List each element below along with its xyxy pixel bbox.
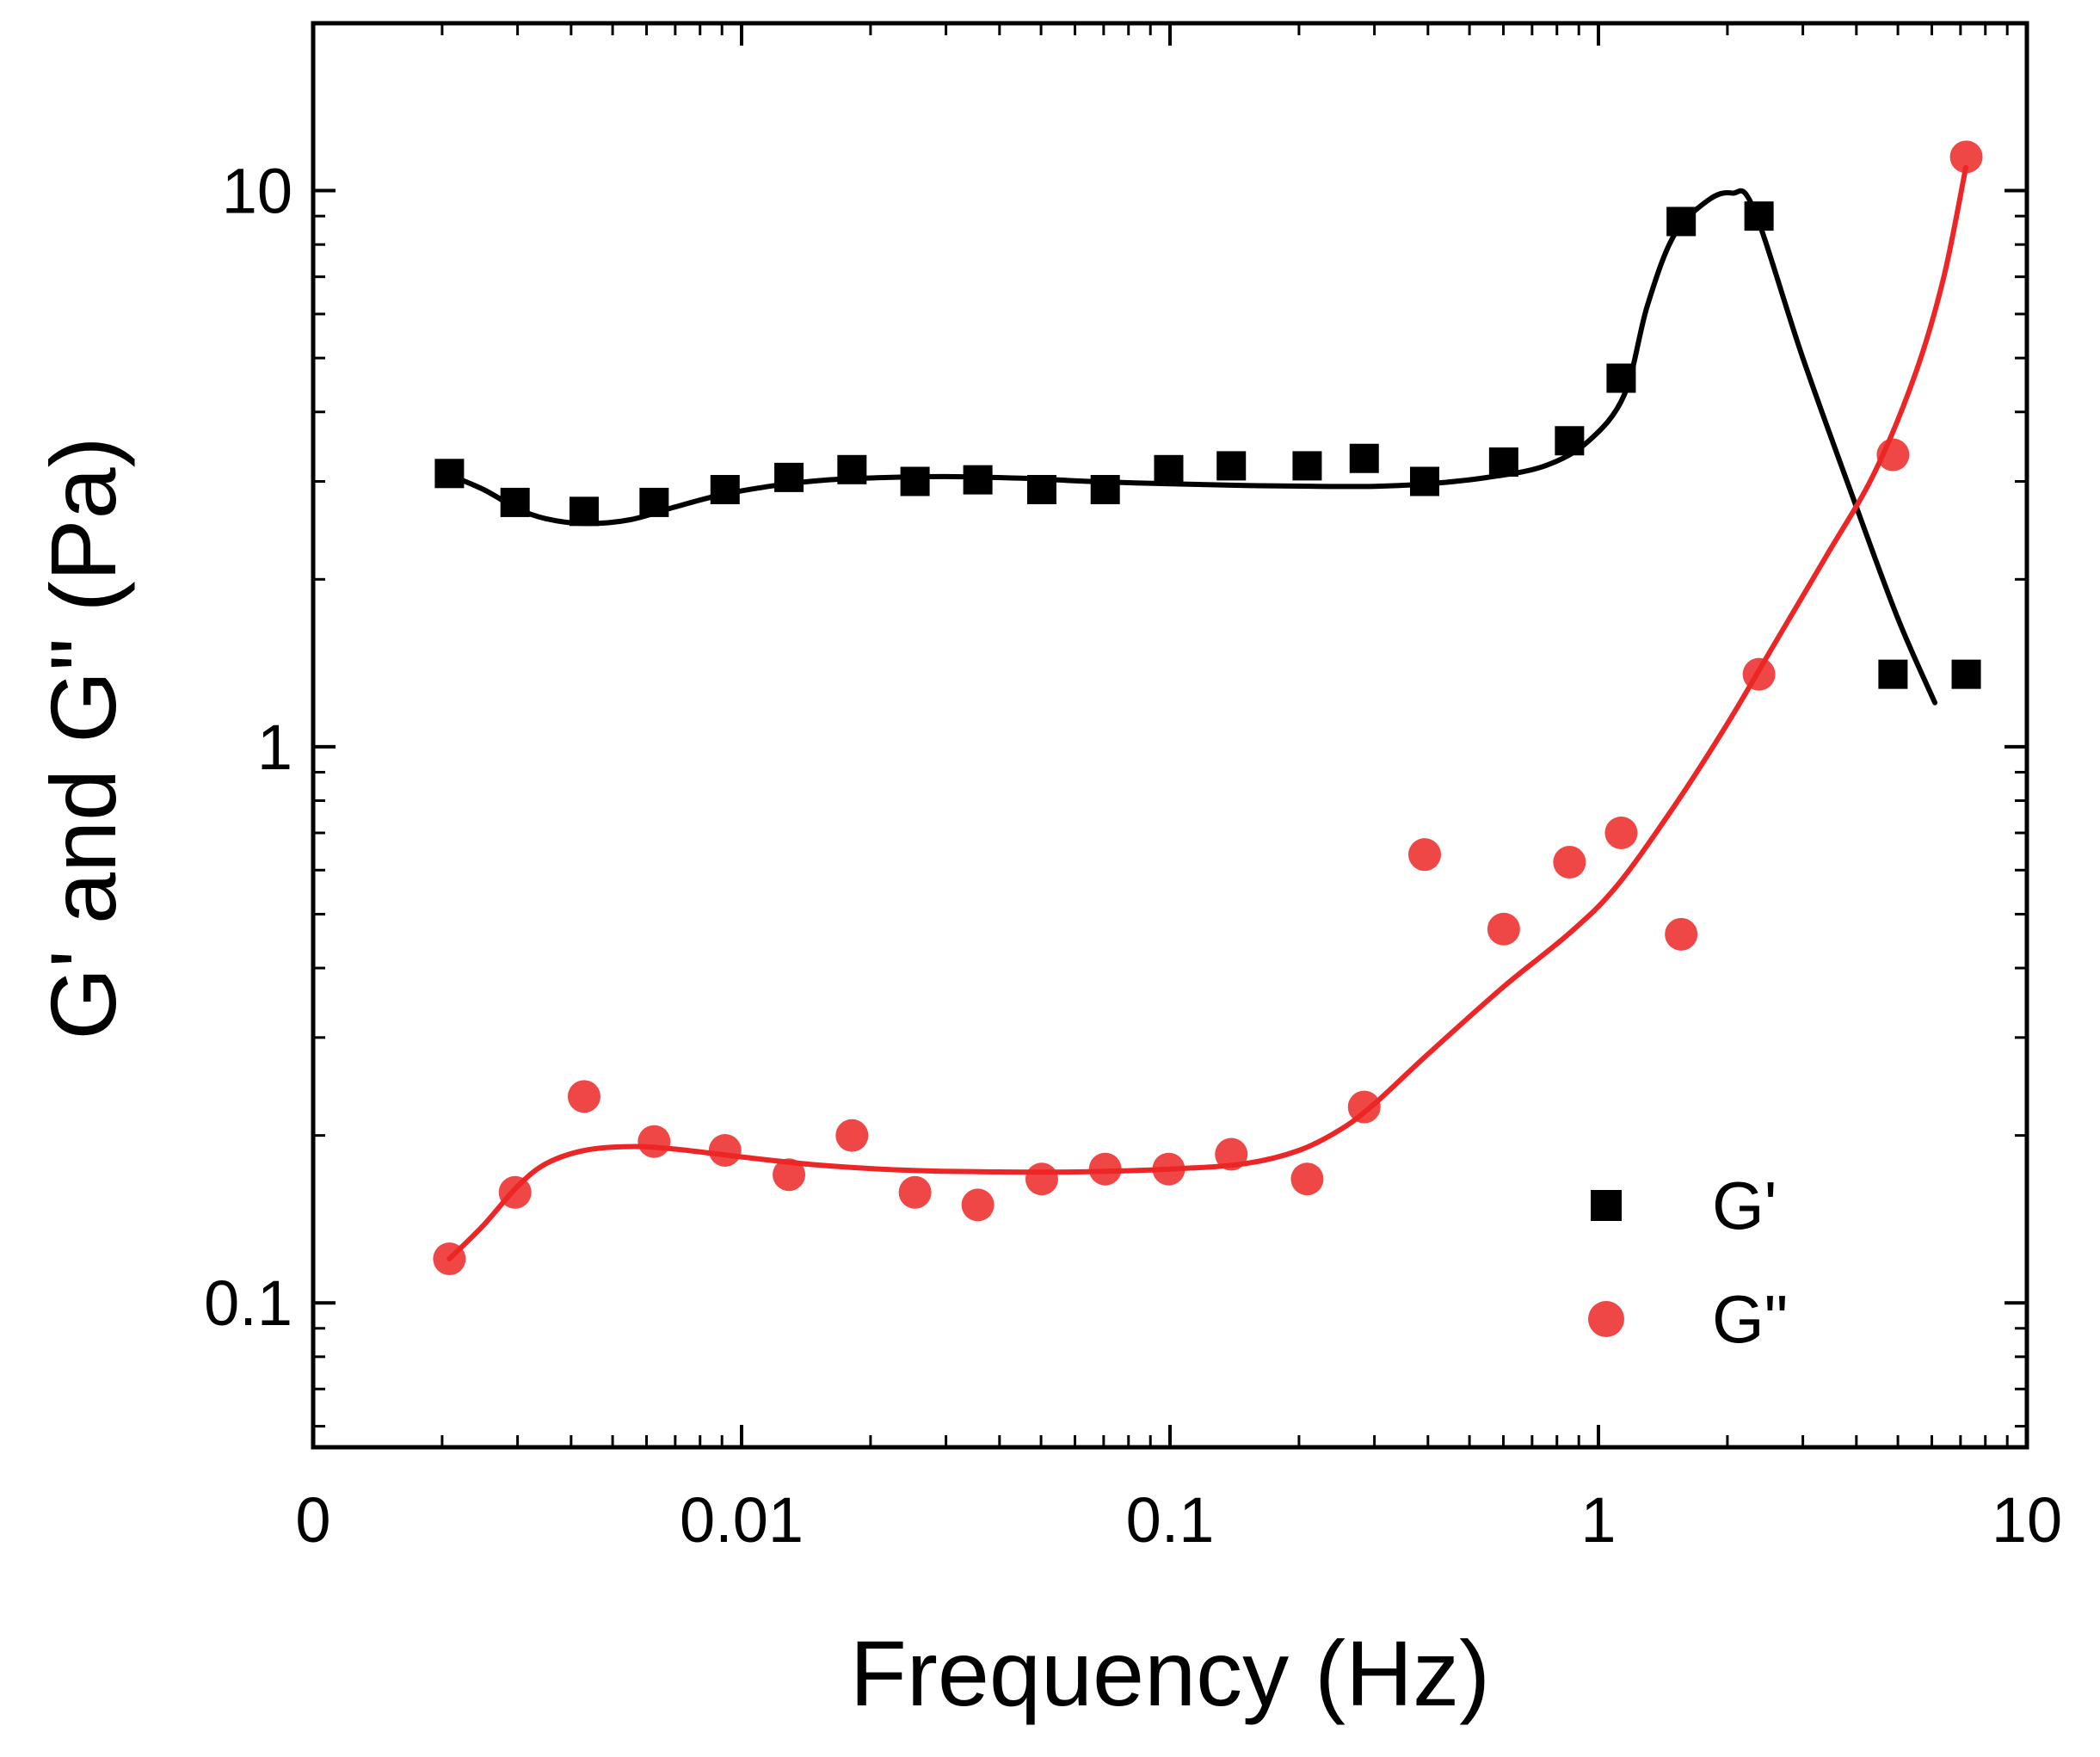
data-point-g-double-prime (708, 1133, 742, 1167)
data-point-g-prime (1026, 475, 1056, 505)
data-point-g-double-prime (498, 1175, 532, 1209)
x-tick-label: 0.1 (1126, 1484, 1215, 1556)
data-point-g-prime (1154, 454, 1184, 484)
y-tick-label: 0.1 (204, 1267, 293, 1339)
data-point-g-double-prime (1742, 657, 1776, 691)
legend-label-g-double-prime: G" (1712, 1281, 1788, 1357)
x-tick-label: 0.01 (680, 1484, 804, 1556)
y-axis-title: G' and G" (Pa) (31, 436, 135, 1039)
data-point-g-double-prime (961, 1188, 995, 1222)
data-point-g-prime (963, 465, 993, 495)
data-point-g-prime (434, 459, 465, 489)
data-point-g-double-prime (1215, 1137, 1248, 1171)
legend-marker-g-prime (1591, 1190, 1622, 1221)
data-point-g-double-prime (1088, 1152, 1122, 1186)
data-point-g-prime (900, 466, 930, 496)
data-point-g-double-prime (1290, 1162, 1324, 1196)
data-point-g-double-prime (637, 1125, 671, 1158)
data-point-g-double-prime (1876, 438, 1910, 472)
x-tick-label: 0 (295, 1484, 330, 1556)
data-point-g-prime (710, 475, 740, 505)
y-tick-label: 10 (222, 156, 293, 227)
data-point-g-double-prime (1553, 846, 1586, 879)
data-point-g-double-prime (1604, 816, 1638, 849)
data-point-g-double-prime (1152, 1152, 1185, 1186)
data-point-g-prime (1488, 447, 1518, 478)
data-point-g-prime (569, 496, 599, 527)
data-point-g-prime (1555, 426, 1585, 456)
data-point-g-double-prime (433, 1242, 466, 1276)
x-axis-ticks (311, 23, 2029, 1447)
y-axis-tick-labels: 0.1 1 10 (204, 156, 293, 1340)
data-point-g-double-prime (567, 1080, 600, 1113)
x-axis-tick-labels: 0 0.01 0.1 1 10 (295, 1484, 2062, 1556)
data-point-g-prime (1878, 659, 1908, 689)
x-tick-label: 1 (1580, 1484, 1616, 1556)
data-point-g-double-prime (773, 1158, 806, 1192)
data-point-g-double-prime (1487, 912, 1520, 946)
data-point-g-prime (1606, 363, 1636, 393)
legend-label-g-prime: G' (1712, 1168, 1777, 1243)
fit-line-g-prime (446, 188, 1938, 706)
data-point-g-double-prime (1347, 1090, 1381, 1124)
data-point-g-prime (774, 462, 804, 492)
data-point-g-prime (1666, 207, 1697, 237)
data-point-g-prime (1216, 451, 1247, 481)
data-markers (433, 140, 1983, 1276)
data-point-g-prime (1951, 659, 1981, 689)
data-point-g-prime (1349, 443, 1379, 473)
data-point-g-prime (837, 454, 867, 484)
data-point-g-prime (1410, 466, 1440, 496)
fit-line-g-double-prime (446, 164, 1968, 1261)
fit-curves (446, 164, 1968, 1261)
y-tick-label: 1 (257, 712, 293, 783)
data-point-g-double-prime (1408, 838, 1442, 872)
x-axis-title: Frequency (Hz) (850, 1621, 1490, 1725)
x-tick-label: 10 (1992, 1484, 2062, 1556)
data-point-g-double-prime (898, 1175, 932, 1209)
y-axis-ticks (313, 22, 2027, 1428)
data-point-g-double-prime (1665, 917, 1698, 951)
legend-marker-g-double-prime (1588, 1301, 1624, 1337)
data-point-g-prime (500, 487, 530, 517)
data-point-g-prime (1292, 451, 1322, 481)
legend: G' G" (1588, 1168, 1788, 1357)
data-point-g-prime (1744, 201, 1774, 231)
data-point-g-prime (639, 487, 669, 517)
data-point-g-double-prime (835, 1119, 869, 1152)
data-point-g-double-prime (1949, 140, 1983, 174)
data-point-g-double-prime (1025, 1162, 1058, 1196)
data-point-g-prime (1090, 475, 1120, 505)
